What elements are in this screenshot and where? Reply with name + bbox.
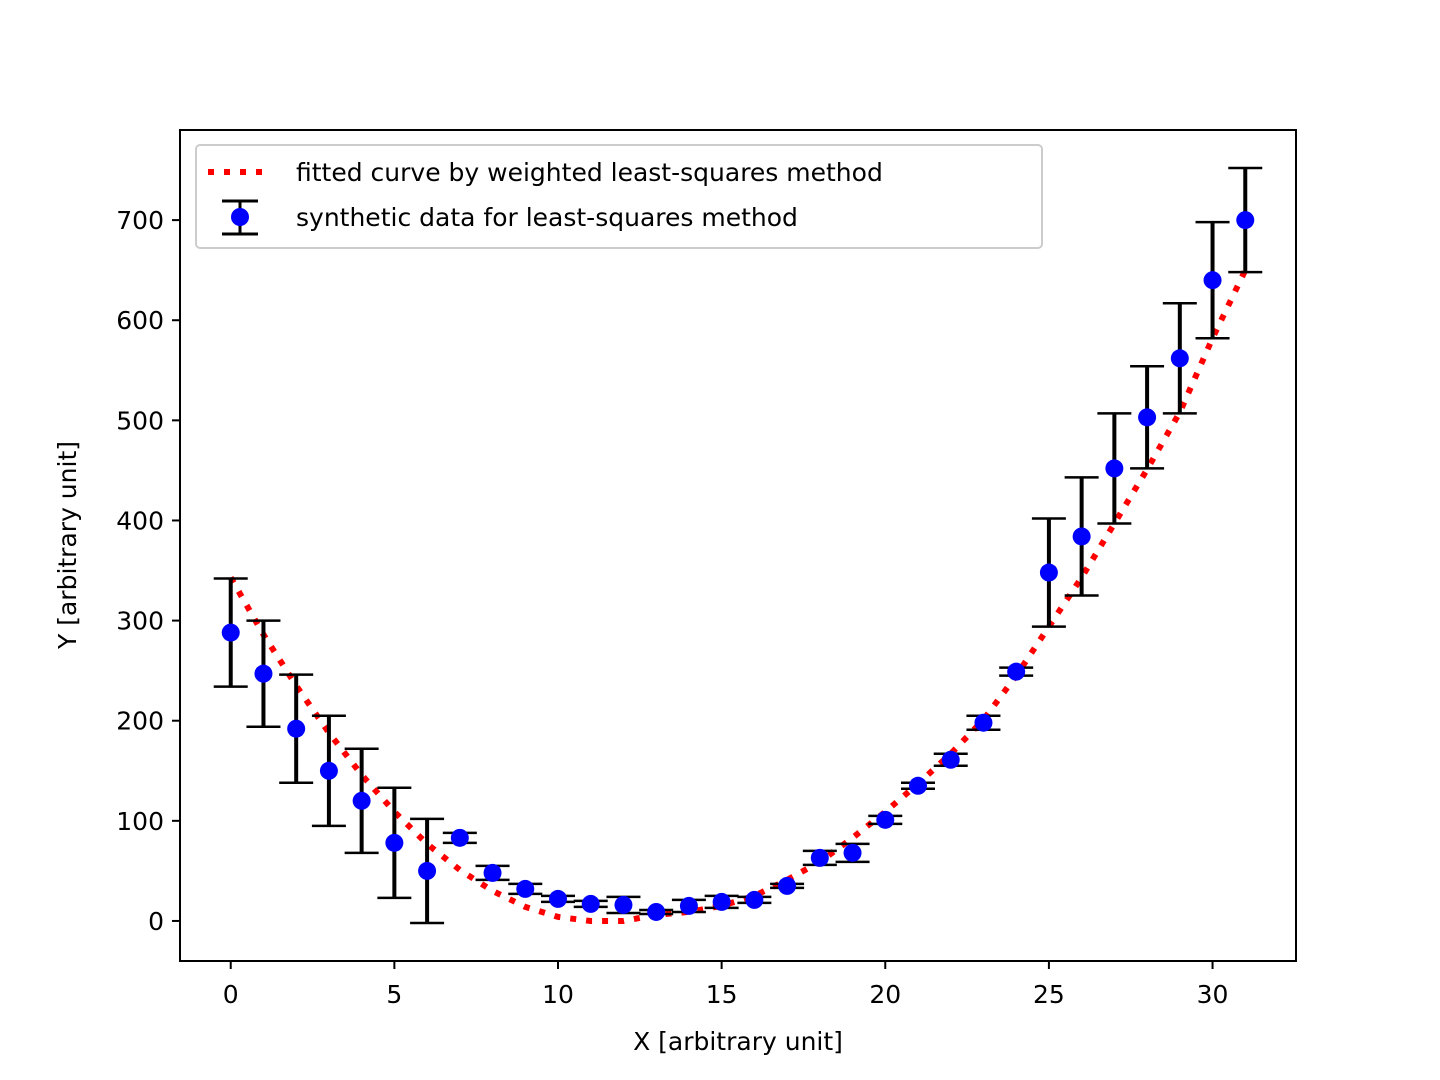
y-tick-label-100: 100 bbox=[116, 807, 164, 836]
x-axis: 0 5 10 15 20 25 30 bbox=[223, 961, 1229, 1009]
legend-data-marker bbox=[231, 208, 249, 226]
y-tick-label-300: 300 bbox=[116, 607, 164, 636]
data-point-13 bbox=[647, 902, 666, 921]
data-point-10 bbox=[549, 889, 567, 908]
data-point-20 bbox=[876, 810, 895, 829]
x-tick-label-30: 30 bbox=[1197, 980, 1229, 1009]
data-point-0 bbox=[221, 623, 240, 642]
y-tick-label-700: 700 bbox=[116, 206, 164, 235]
data-point-14 bbox=[679, 896, 698, 915]
data-point-31 bbox=[1236, 211, 1255, 230]
x-tick-label-0: 0 bbox=[223, 980, 239, 1009]
y-tick-label-500: 500 bbox=[116, 406, 164, 435]
data-point-26 bbox=[1072, 527, 1091, 546]
x-tick-label-20: 20 bbox=[869, 980, 901, 1009]
y-axis: 0 100 200 300 400 500 600 700 bbox=[116, 206, 180, 936]
data-point-23 bbox=[974, 713, 993, 732]
plot-frame bbox=[179, 129, 1297, 962]
data-point-29 bbox=[1170, 349, 1189, 368]
data-point-21 bbox=[909, 776, 927, 795]
x-tick-label-5: 5 bbox=[386, 980, 402, 1009]
data-point-17 bbox=[778, 876, 797, 895]
data-point-24 bbox=[1007, 662, 1026, 681]
legend-fit-label: fitted curve by weighted least-squares m… bbox=[296, 158, 883, 187]
legend-data-label: synthetic data for least-squares method bbox=[296, 203, 798, 232]
x-tick-label-10: 10 bbox=[542, 980, 574, 1009]
y-tick-label-600: 600 bbox=[116, 306, 164, 335]
data-point-1 bbox=[254, 664, 273, 683]
data-point-7 bbox=[450, 828, 469, 847]
data-point-6 bbox=[418, 861, 437, 880]
data-point-12 bbox=[614, 895, 633, 914]
y-tick-label-0: 0 bbox=[148, 907, 164, 936]
data-point-19 bbox=[843, 843, 862, 862]
data-point-30 bbox=[1203, 271, 1222, 290]
data-point-28 bbox=[1138, 408, 1157, 427]
data-point-16 bbox=[745, 890, 764, 909]
data-point-25 bbox=[1039, 563, 1058, 582]
data-point-18 bbox=[810, 848, 829, 867]
legend-box bbox=[195, 144, 1043, 249]
data-point-22 bbox=[941, 750, 960, 769]
x-axis-label: X [arbitrary unit] bbox=[633, 1027, 843, 1056]
y-axis-label: Y [arbitrary unit] bbox=[53, 441, 82, 650]
data-point-3 bbox=[319, 761, 338, 780]
data-point-9 bbox=[516, 879, 535, 898]
legend: fitted curve by weighted least-squares m… bbox=[195, 144, 1043, 249]
plot-area bbox=[180, 130, 1296, 961]
data-point-11 bbox=[581, 894, 600, 913]
y-tick-label-200: 200 bbox=[116, 707, 164, 736]
data-point-4 bbox=[352, 791, 371, 810]
data-point-2 bbox=[287, 719, 306, 738]
fit-curve-line bbox=[228, 268, 1249, 924]
x-tick-label-15: 15 bbox=[706, 980, 738, 1009]
data-point-5 bbox=[385, 833, 404, 852]
y-tick-label-400: 400 bbox=[116, 506, 164, 535]
fit-layer bbox=[228, 268, 1249, 924]
data-point-15 bbox=[712, 892, 731, 911]
x-tick-label-25: 25 bbox=[1033, 980, 1065, 1009]
point-layer bbox=[221, 211, 1255, 921]
data-point-8 bbox=[483, 863, 502, 882]
data-point-27 bbox=[1105, 459, 1124, 478]
